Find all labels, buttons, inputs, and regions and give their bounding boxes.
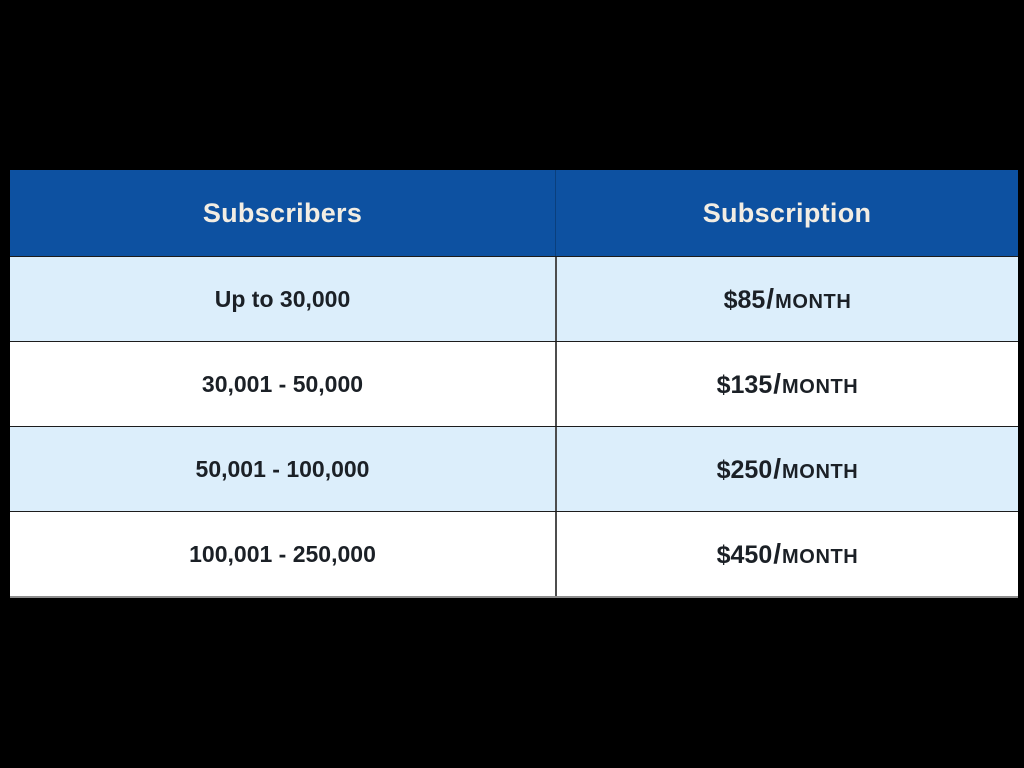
table-row: 100,001 - 250,000 $450/MONTH (10, 511, 1018, 596)
price-text: $85/MONTH (724, 283, 852, 315)
column-header-subscribers: Subscribers (202, 197, 363, 228)
price-separator: / (773, 453, 782, 484)
subscribers-range: 50,001 - 100,000 (195, 455, 370, 482)
table-row: Up to 30,000 $85/MONTH (10, 256, 1018, 341)
price-amount: $85 (723, 286, 766, 314)
pricing-table: Subscribers Subscription Up to 30,000 $8… (10, 170, 1018, 598)
table-row: 50,001 - 100,000 $250/MONTH (10, 426, 1018, 511)
subscribers-range: Up to 30,000 (214, 285, 351, 312)
subscription-price: $85/MONTH (555, 257, 1018, 341)
price-separator: / (773, 368, 782, 399)
price-period: MONTH (782, 546, 859, 568)
price-text: $450/MONTH (717, 538, 859, 570)
subscribers-range: 30,001 - 50,000 (201, 370, 364, 397)
price-amount: $450 (716, 541, 773, 569)
price-period: MONTH (782, 376, 859, 398)
table-header-row: Subscribers Subscription (10, 170, 1018, 256)
table-row: 30,001 - 50,000 $135/MONTH (10, 341, 1018, 426)
price-text: $250/MONTH (717, 453, 859, 485)
price-period: MONTH (782, 461, 859, 483)
price-separator: / (773, 538, 782, 569)
column-header-subscription: Subscription (555, 170, 1018, 256)
price-amount: $250 (716, 456, 773, 484)
price-text: $135/MONTH (717, 368, 859, 400)
price-period: MONTH (775, 291, 852, 313)
subscription-price: $250/MONTH (555, 427, 1018, 511)
subscribers-range: 100,001 - 250,000 (189, 540, 376, 567)
price-separator: / (766, 283, 775, 314)
price-amount: $135 (716, 371, 773, 399)
subscription-price: $135/MONTH (555, 342, 1018, 426)
subscription-price: $450/MONTH (555, 512, 1018, 596)
